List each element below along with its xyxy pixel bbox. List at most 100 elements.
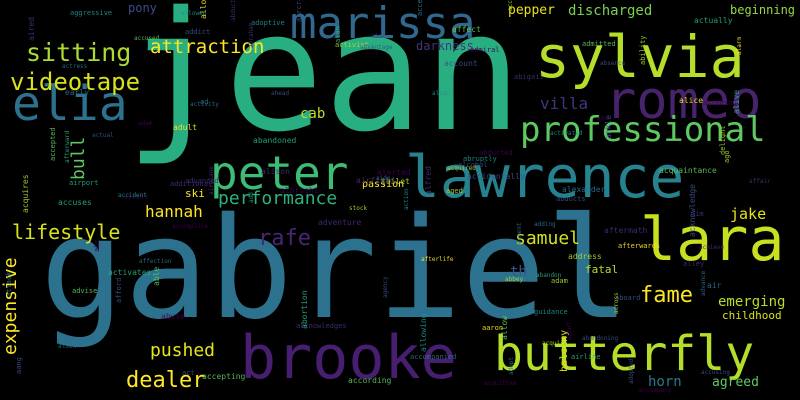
small-word: alison	[261, 167, 290, 176]
small-word: accident	[118, 192, 147, 199]
small-word: guidance	[534, 308, 568, 316]
small-word: accompany	[639, 387, 672, 394]
small-word: absence	[600, 60, 626, 67]
word-horn: horn	[648, 374, 682, 390]
small-word: activist	[335, 41, 369, 49]
word-passion: passion	[362, 179, 405, 190]
small-word: abducts	[556, 195, 586, 203]
small-word: toilet	[381, 177, 410, 186]
small-word: according	[348, 376, 392, 385]
small-word: abe	[597, 115, 608, 122]
word-bull: bull	[68, 136, 89, 180]
small-word: accepting	[202, 372, 246, 381]
small-word: alice	[679, 96, 704, 105]
word-lara: lara	[640, 205, 785, 275]
small-word: accepts	[507, 0, 514, 11]
small-word: alien	[58, 343, 77, 350]
small-word: aged	[446, 187, 463, 195]
small-word: accusing	[701, 369, 730, 376]
word-sylvia: sylvia	[535, 23, 745, 91]
small-word: admiral	[470, 46, 500, 54]
small-word: adam	[138, 120, 153, 127]
word-brooke: brooke	[240, 323, 457, 393]
small-word: activated	[550, 130, 583, 137]
small-word: adam	[551, 277, 568, 285]
small-word: stock	[349, 205, 368, 212]
small-word: actual	[92, 132, 114, 139]
small-word: abraham	[248, 22, 255, 48]
small-word: aang	[15, 357, 23, 374]
small-word: achieve	[699, 244, 725, 251]
small-word: abuse	[161, 312, 186, 321]
small-word: aftermath	[604, 226, 648, 235]
small-word: abbey	[505, 276, 524, 283]
small-word: additional	[170, 180, 213, 188]
small-word: affair	[749, 178, 771, 185]
small-word: agreeing	[703, 99, 737, 107]
small-word: alley	[683, 260, 705, 268]
word-cab: cab	[300, 106, 326, 122]
small-word: adopt	[508, 356, 515, 375]
word-villa: villa	[540, 94, 589, 113]
small-word: acquired	[447, 165, 476, 172]
small-word: accomplice	[172, 223, 209, 230]
small-word: early	[65, 88, 90, 97]
small-word: accidentally	[467, 172, 525, 181]
word-dealer: dealer	[126, 368, 206, 393]
small-word: acquaintance	[659, 166, 717, 175]
small-word: almost	[123, 193, 149, 201]
small-word: affect	[452, 25, 481, 34]
small-word: aaron	[482, 324, 504, 332]
small-word: alcohol	[458, 161, 488, 169]
small-word: abs	[93, 239, 101, 252]
small-word: accompanied	[410, 353, 457, 361]
word-peter: peter	[210, 146, 349, 200]
word-pony: pony	[128, 1, 157, 15]
word-jean: jean	[125, 0, 523, 168]
small-word: abandon	[536, 272, 562, 279]
small-word: action	[403, 188, 410, 210]
small-word: ago	[723, 150, 731, 163]
word-marissa: marissa	[290, 0, 476, 49]
small-word: afterward	[64, 130, 71, 163]
word-pushed: pushed	[150, 340, 216, 361]
small-word: accused	[134, 35, 160, 42]
word-videotape: videotape	[10, 68, 141, 96]
small-word: ahead	[271, 90, 290, 97]
word-emerging: emerging	[718, 294, 786, 310]
small-word: accept	[416, 0, 424, 16]
word-ski: ski	[185, 187, 205, 200]
small-word: airport	[69, 179, 99, 187]
small-word: air	[707, 281, 722, 290]
small-word: agency	[382, 276, 389, 298]
small-word: advance	[700, 270, 707, 296]
small-word: adoptive	[251, 19, 285, 27]
word-attraction: attraction	[150, 36, 265, 58]
small-word: address	[568, 252, 602, 261]
small-word: acquire	[542, 340, 568, 347]
small-word: adding	[534, 221, 556, 228]
small-word: aggressive	[70, 9, 113, 17]
small-word: allowing	[419, 313, 428, 352]
word-rafe: rafe	[258, 226, 311, 251]
small-word: alive	[732, 89, 741, 114]
small-word: alexander	[562, 185, 606, 194]
word-jake: jake	[730, 205, 767, 223]
word-fame: fame	[640, 283, 693, 308]
small-word: alerted	[377, 168, 411, 177]
small-word: airfield	[356, 176, 395, 185]
small-word: attack	[5, 271, 13, 297]
small-word: advise	[72, 287, 98, 295]
small-word: aiec	[371, 33, 386, 40]
small-word: actually	[694, 16, 733, 25]
small-word: allowed	[181, 10, 207, 17]
small-word: ability	[639, 35, 647, 65]
small-word: ad	[200, 98, 209, 106]
word-hannah: hannah	[145, 202, 203, 221]
word-beginning: beginning	[730, 3, 796, 17]
small-word: accuses	[58, 198, 92, 207]
word-performance: performance	[218, 188, 338, 209]
small-word: activates	[108, 268, 152, 277]
small-word: alarm	[736, 36, 743, 55]
